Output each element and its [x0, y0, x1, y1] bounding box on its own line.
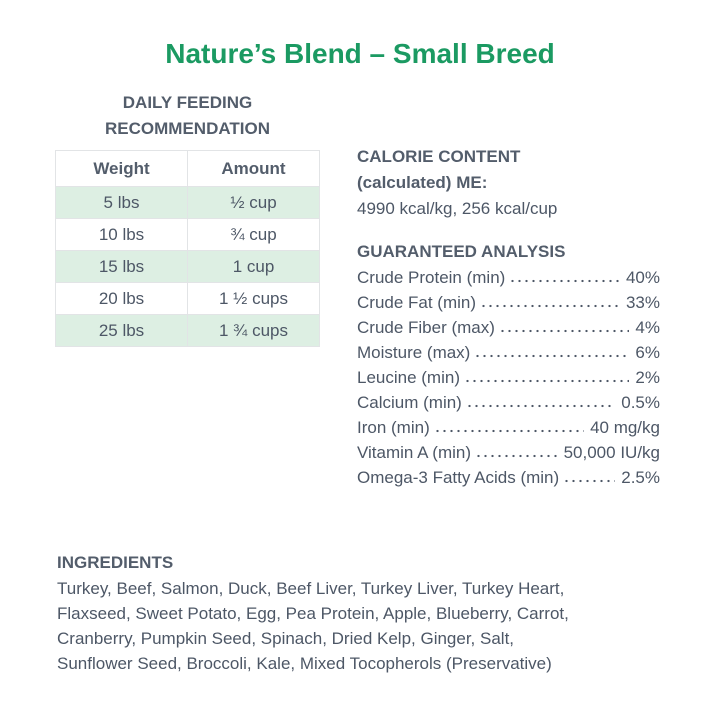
analysis-row: Moisture (max) 6% [357, 340, 660, 365]
analysis-row: Crude Protein (min) 40% [357, 265, 660, 290]
analysis-value: 40 mg/kg [590, 418, 660, 437]
analysis-row: Vitamin A (min) 50,000 IU/kg [357, 440, 660, 465]
analysis-label: Crude Fat (min) [357, 293, 477, 312]
leader-dots [474, 354, 630, 358]
analysis-label: Crude Fiber (max) [357, 318, 495, 337]
table-cell: 1 ¾ cups [187, 314, 320, 347]
analysis-row: Calcium (min) 0.5% [357, 390, 660, 415]
analysis-section: GUARANTEED ANALYSIS Crude Protein (min) 4… [357, 239, 660, 490]
analysis-label: Iron (min) [357, 418, 430, 437]
feeding-heading: DAILY FEEDING RECOMMENDATION [55, 90, 320, 142]
analysis-label: Vitamin A (min) [357, 443, 472, 462]
ingredients-heading: INGREDIENTS [57, 553, 174, 572]
table-row: 5 lbs ½ cup [55, 186, 320, 219]
title: Nature’s Blend – Small Breed [165, 38, 555, 69]
table-cell: 25 lbs [55, 314, 188, 347]
table-cell: 1 cup [187, 250, 320, 283]
analysis-label: Leucine (min) [357, 368, 460, 387]
calorie-heading: (calculated) ME: [357, 173, 488, 192]
table-cell: 1 ½ cups [187, 282, 320, 315]
leader-dots [433, 429, 585, 433]
leader-dots [480, 304, 620, 308]
analysis-value: 6% [635, 343, 660, 362]
table-cell: 20 lbs [55, 282, 188, 315]
calorie-value: 4990 kcal/kg, 256 kcal/cup [357, 199, 558, 218]
analysis-row: Omega-3 Fatty Acids (min) 2.5% [357, 465, 660, 490]
analysis-label: Calcium (min) [357, 393, 462, 412]
header-cell: Weight [55, 150, 188, 187]
analysis-value: 2% [635, 368, 660, 387]
analysis-label: Crude Protein (min) [357, 268, 506, 287]
analysis-value: 40% [625, 268, 660, 287]
leader-dots [464, 379, 630, 383]
feeding-table: Weight Amount 5 lbs ½ cup 10 lbs ¾ cup 15 lb… [55, 150, 320, 347]
table-cell: 5 lbs [55, 186, 188, 219]
leader-dots [475, 454, 558, 458]
table-row: 10 lbs ¾ cup [55, 218, 320, 251]
analysis-label: Omega-3 Fatty Acids (min) [357, 468, 560, 487]
ingredients-line: Sunflower Seed, Broccoli, Kale, Mixed To… [57, 654, 552, 673]
heading-line: RECOMMENDATION [105, 119, 270, 138]
calorie-section: CALORIE CONTENT (calculated) ME: 4990 kc… [357, 144, 557, 221]
ingredients-line: Turkey, Beef, Salmon, Duck, Beef Liver, … [57, 579, 565, 598]
table-cell: ¾ cup [187, 218, 320, 251]
analysis-value: 4% [635, 318, 660, 337]
analysis-value: 2.5% [621, 468, 660, 487]
header-cell: Amount [187, 150, 320, 187]
analysis-value: 50,000 IU/kg [563, 443, 660, 462]
table-row: 25 lbs 1 ¾ cups [55, 314, 320, 347]
analysis-row: Crude Fiber (max) 4% [357, 315, 660, 340]
leader-dots [465, 404, 616, 408]
ingredients-line: Flaxseed, Sweet Potato, Egg, Pea Protein… [57, 604, 569, 623]
table-row: 20 lbs 1 ½ cups [55, 282, 320, 315]
heading-line: DAILY FEEDING [122, 93, 253, 112]
analysis-row: Leucine (min) 2% [357, 365, 660, 390]
ingredients-line: Cranberry, Pumpkin Seed, Spinach, Dried … [57, 629, 515, 648]
leader-dots [509, 279, 620, 283]
leader-dots [498, 329, 630, 333]
table-cell: 15 lbs [55, 250, 188, 283]
analysis-heading: GUARANTEED ANALYSIS [357, 242, 566, 261]
calorie-heading: CALORIE CONTENT [357, 147, 521, 166]
analysis-row: Iron (min) 40 mg/kg [357, 415, 660, 440]
table-row: 15 lbs 1 cup [55, 250, 320, 283]
analysis-value: 33% [625, 293, 660, 312]
analysis-row: Crude Fat (min) 33% [357, 290, 660, 315]
ingredients-section: INGREDIENTS Turkey, Beef, Salmon, Duck, … [57, 550, 569, 676]
header-row: Weight Amount [55, 150, 320, 187]
table-cell: 10 lbs [55, 218, 188, 251]
table-cell: ½ cup [187, 186, 320, 219]
leader-dots [563, 479, 616, 483]
analysis-label: Moisture (max) [357, 343, 471, 362]
analysis-value: 0.5% [621, 393, 660, 412]
